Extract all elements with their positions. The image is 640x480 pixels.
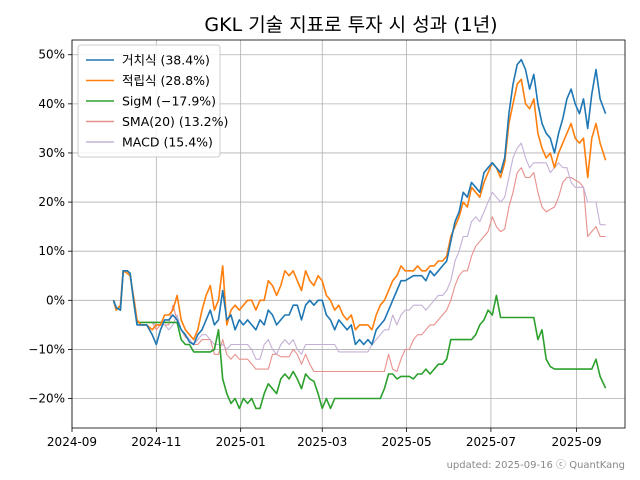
series-line-1 xyxy=(112,78,607,341)
legend-label: 적립식 (28.8%) xyxy=(122,73,210,88)
y-tick-label: 0% xyxy=(46,293,65,307)
x-tick-label: 2024-09 xyxy=(47,435,97,449)
x-tick-label: 2025-09 xyxy=(552,435,602,449)
y-tick-label: 10% xyxy=(38,244,65,258)
y-tick-label: 40% xyxy=(38,97,65,111)
legend: 거치식 (38.4%) 적립식 (28.8%) SigM (−17.9%) SMA(2… xyxy=(77,44,228,158)
y-tick-label: −20% xyxy=(28,392,65,406)
y-tick-label: −10% xyxy=(28,342,65,356)
y-tick-label: 50% xyxy=(38,48,65,62)
legend-box xyxy=(77,44,221,158)
axes: −20% −10% 0% 10% 20% 30% 40% 50% 2024-09 2024-11 2… xyxy=(28,48,601,449)
y-tick-label: 30% xyxy=(38,146,65,160)
legend-label: MACD (15.4%) xyxy=(122,135,213,150)
plot-frame xyxy=(71,39,626,429)
x-tick-label: 2025-05 xyxy=(381,435,431,449)
chart-title: GKL 기술 지표로 투자 시 성과 (1년) xyxy=(204,14,497,36)
legend-label: SMA(20) (13.2%) xyxy=(122,114,228,129)
series-lines xyxy=(112,58,607,410)
series-line-2 xyxy=(112,269,607,410)
footer-credit: updated: 2025-09-16 ⓒ QuantKang xyxy=(447,459,625,471)
series-line-3 xyxy=(112,167,606,373)
x-tick-label: 2025-03 xyxy=(297,435,347,449)
x-tick-label: 2024-11 xyxy=(131,435,181,449)
legend-label: SigM (−17.9%) xyxy=(122,94,216,109)
x-tick-label: 2025-01 xyxy=(216,435,266,449)
x-tick-label: 2025-07 xyxy=(466,435,516,449)
legend-label: 거치식 (38.4%) xyxy=(122,53,210,68)
series-line-0 xyxy=(112,58,607,346)
y-tick-label: 20% xyxy=(38,195,65,209)
